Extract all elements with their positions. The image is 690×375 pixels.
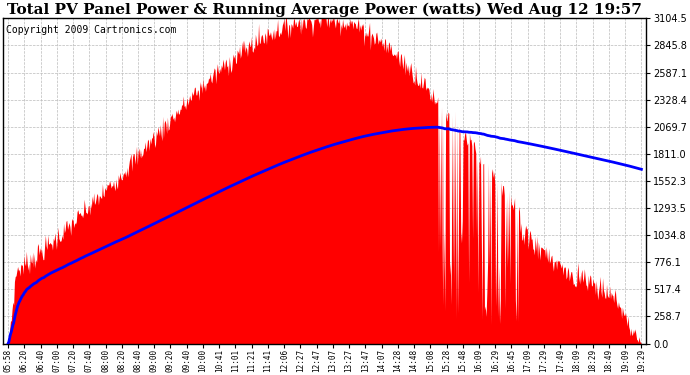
Text: Copyright 2009 Cartronics.com: Copyright 2009 Cartronics.com	[6, 25, 177, 35]
Title: Total PV Panel Power & Running Average Power (watts) Wed Aug 12 19:57: Total PV Panel Power & Running Average P…	[8, 3, 642, 17]
